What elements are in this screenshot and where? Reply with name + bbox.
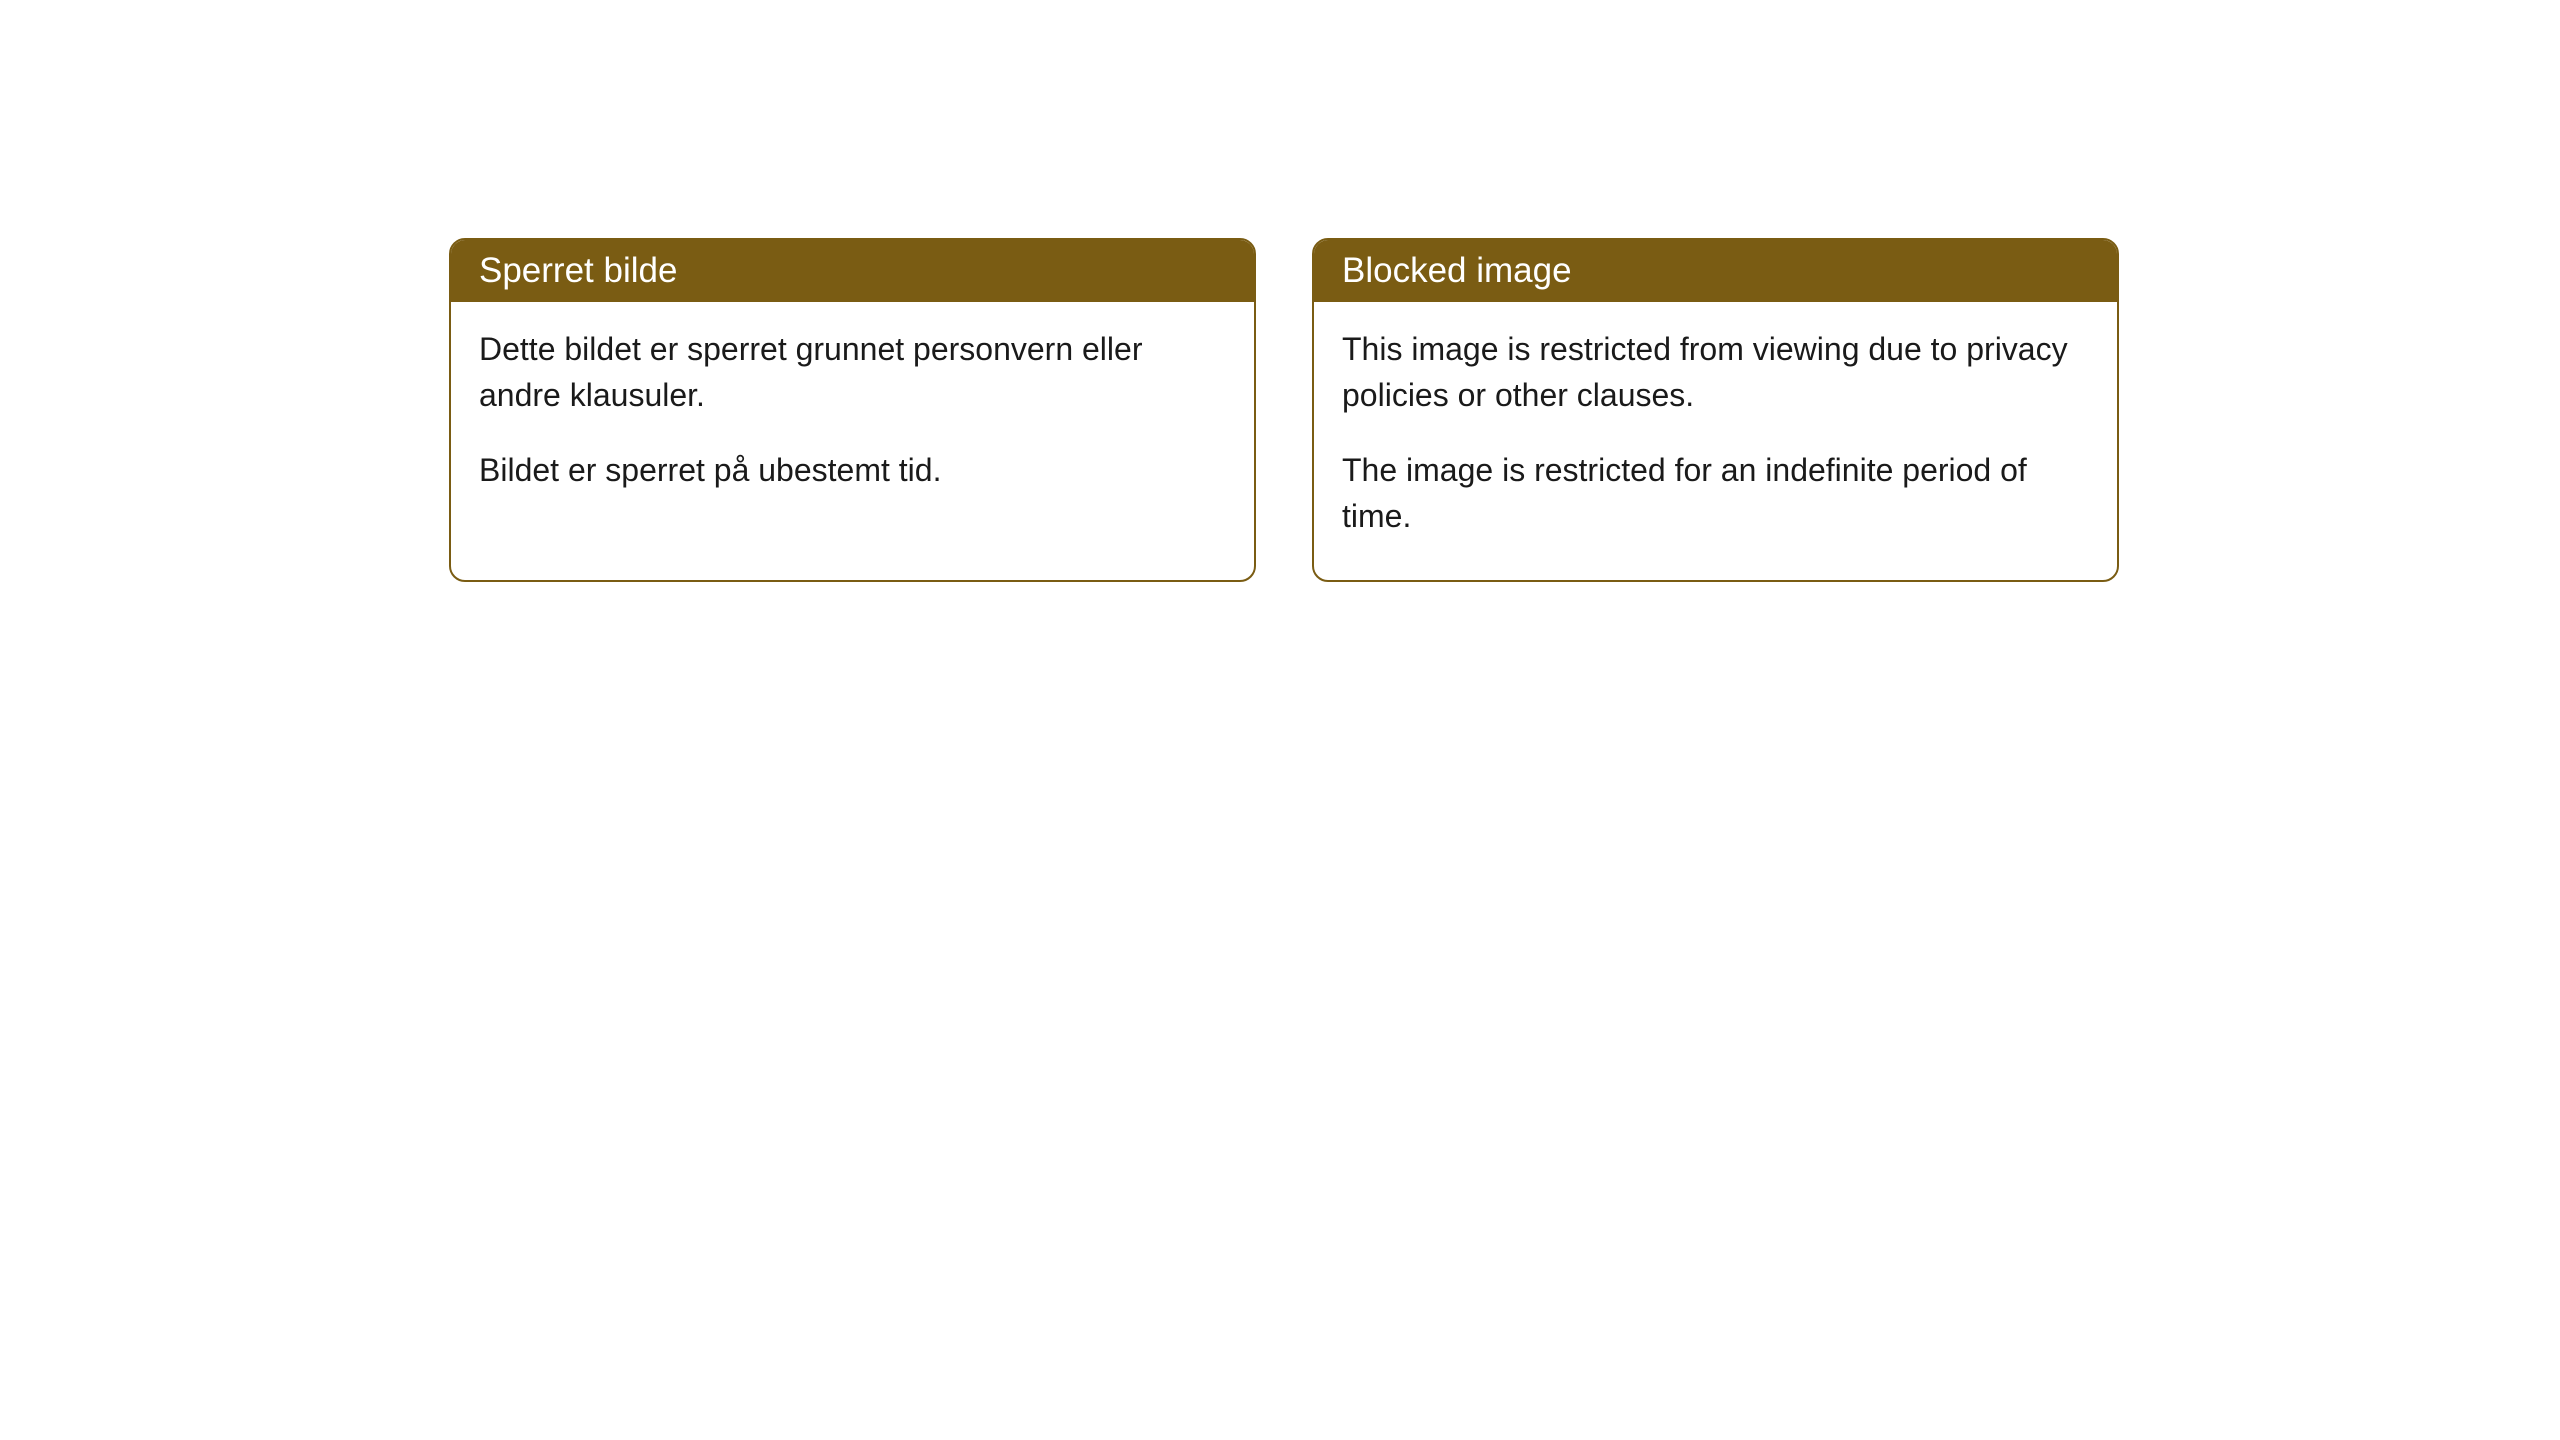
card-header-en: Blocked image (1314, 240, 2117, 302)
card-paragraph-1-no: Dette bildet er sperret grunnet personve… (479, 326, 1226, 419)
blocked-image-card-no: Sperret bilde Dette bildet er sperret gr… (449, 238, 1256, 582)
card-title-no: Sperret bilde (479, 251, 677, 290)
cards-container: Sperret bilde Dette bildet er sperret gr… (449, 238, 2119, 582)
blocked-image-card-en: Blocked image This image is restricted f… (1312, 238, 2119, 582)
card-paragraph-2-no: Bildet er sperret på ubestemt tid. (479, 447, 1226, 493)
card-header-no: Sperret bilde (451, 240, 1254, 302)
card-paragraph-2-en: The image is restricted for an indefinit… (1342, 447, 2089, 540)
card-body-no: Dette bildet er sperret grunnet personve… (451, 302, 1254, 533)
card-body-en: This image is restricted from viewing du… (1314, 302, 2117, 580)
card-title-en: Blocked image (1342, 251, 1572, 290)
card-paragraph-1-en: This image is restricted from viewing du… (1342, 326, 2089, 419)
